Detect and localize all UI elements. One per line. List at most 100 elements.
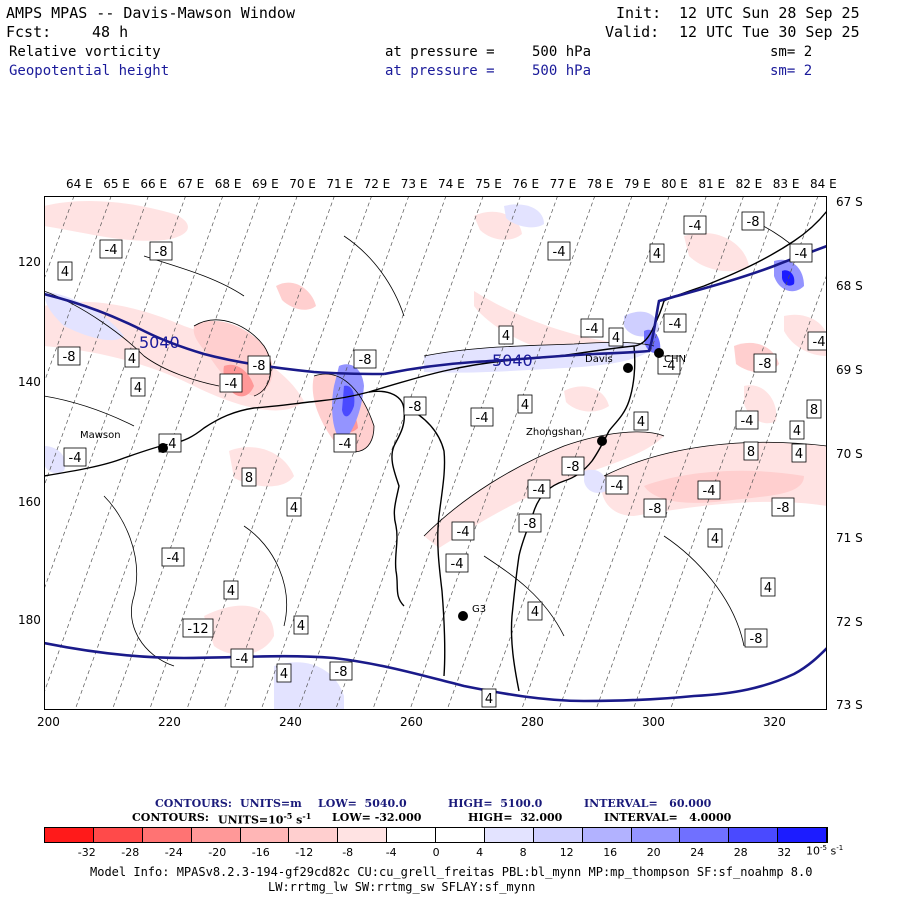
svg-text:-8: -8 [155, 245, 168, 260]
vorticity-contours-label: CONTOURS: [132, 811, 209, 824]
svg-text:-8: -8 [777, 501, 790, 516]
longitude-gridline [558, 196, 744, 710]
longitude-label: 78 E [586, 177, 614, 191]
longitude-label: 74 E [438, 177, 465, 191]
svg-text:-4: -4 [669, 317, 682, 332]
latitude-label: 67 S [836, 195, 863, 209]
svg-text:-4: -4 [813, 335, 826, 350]
vort-contour [343, 235, 405, 317]
svg-text:-8: -8 [750, 632, 763, 647]
vorticity-label: -8 [561, 456, 585, 476]
vorticity-label: -4 [333, 433, 357, 453]
svg-text:-8: -8 [747, 215, 760, 230]
vorticity-contours-interval: INTERVAL= 4.0000 [604, 811, 732, 824]
longitude-label: 76 E [512, 177, 540, 191]
station-davis: Davis [585, 354, 633, 373]
pos-region-zhong-south [584, 469, 607, 493]
svg-text:8: 8 [245, 471, 253, 486]
neg-region-west-core [193, 320, 273, 396]
vort-contour [603, 441, 827, 477]
longitude-gridline [44, 196, 186, 591]
vorticity-label: -4 [527, 479, 551, 499]
field2-level: 500 hPa [532, 63, 592, 79]
station-zhongshan: Zhongshan [526, 427, 607, 446]
svg-text:4: 4 [531, 605, 539, 620]
longitude-label: 64 E [66, 177, 93, 191]
svg-text:Mawson: Mawson [80, 430, 121, 441]
longitude-label: 73 E [400, 177, 428, 191]
map-frame [44, 196, 827, 710]
svg-text:-4: -4 [703, 484, 716, 499]
pos-region-north [504, 204, 544, 228]
vorticity-label: -8 [771, 497, 795, 517]
svg-text:-4: -4 [457, 525, 470, 540]
vort-contour [663, 535, 745, 647]
colorbar-tick-label: 20 [646, 846, 661, 859]
svg-text:4: 4 [290, 501, 298, 516]
pos-region-71e-core [342, 385, 355, 417]
forecast-hour: 48 h [92, 23, 129, 41]
field2-smoothing: sm= 2 [770, 63, 813, 79]
vorticity-contour-labels: -4 -8 4 -4 4 -8 -4 -8 4 -4 -8 4 -4 4 -4 -8 -4 4 -8 -4 4 -4 8 -4… [57, 211, 827, 708]
svg-text:-4: -4 [689, 219, 702, 234]
svg-text:4: 4 [61, 265, 69, 280]
svg-text:-4: -4 [451, 557, 464, 572]
vorticity-label: -8 [643, 498, 667, 518]
svg-text:4: 4 [485, 692, 493, 707]
height-contours-high: HIGH= 5100.0 [448, 797, 543, 810]
svg-text:-8: -8 [567, 460, 580, 475]
colorbar-tick-label: 8 [519, 846, 527, 859]
neg-region-83e [684, 232, 749, 272]
longitude-label: 68 E [214, 177, 242, 191]
vorticity-label: -4 [697, 480, 721, 500]
colorbar-tick-label: -4 [385, 846, 397, 859]
y-axis-tick-label: 180 [18, 613, 41, 627]
longitude-gridline [260, 196, 447, 710]
vorticity-shading [44, 200, 827, 710]
svg-text:-8: -8 [409, 400, 422, 415]
neg-region-sw [204, 605, 274, 655]
field1-name: Relative vorticity [9, 44, 161, 60]
colorbar-swatch [142, 828, 192, 842]
height-contour-label: 5040 [139, 333, 180, 352]
latitude-label: 72 S [836, 615, 863, 629]
field2-name: Geopotential height [9, 63, 170, 79]
longitude-gridline [74, 196, 261, 710]
vorticity-label: -4 [470, 407, 494, 427]
x-axis-tick-label: 280 [521, 715, 544, 729]
colorbar-tick-label: -32 [77, 846, 96, 859]
vort-contour [103, 495, 175, 667]
colorbar-swatch [484, 828, 534, 842]
svg-text:-8: -8 [253, 359, 266, 374]
colorbar-tick-label: -12 [295, 846, 314, 859]
svg-text:-4: -4 [69, 451, 82, 466]
vorticity-contours [44, 215, 827, 667]
x-axis-tick-label: 200 [37, 715, 60, 729]
vort-contour [423, 431, 665, 537]
amery-ice-shelf-edge [510, 345, 636, 692]
svg-text:-4: -4 [105, 243, 118, 258]
longitude-gridline [632, 196, 819, 710]
longitude-gridline [149, 196, 335, 710]
longitude-label: 79 E [624, 177, 651, 191]
forecast-label: Fcst: [6, 23, 52, 41]
height-contours-units: UNITS=m [240, 797, 302, 810]
vorticity-label: -4 [219, 373, 243, 393]
height-contour-labels: 5040 5040 [139, 333, 533, 370]
height-contour-label: 5040 [492, 351, 533, 370]
neg-region-ne-band [474, 291, 644, 358]
colorbar-swatch [93, 828, 143, 842]
svg-text:-8: -8 [759, 357, 772, 372]
vorticity-label: 4 [760, 577, 776, 597]
x-axis-tick-label: 320 [763, 715, 786, 729]
pos-region-west [44, 291, 124, 341]
vorticity-label: 4 [707, 528, 723, 548]
vorticity-label: 4 [517, 394, 533, 414]
svg-text:-4: -4 [533, 483, 546, 498]
longitude-gridline [111, 196, 298, 710]
colorbar-tick-label: -20 [208, 846, 227, 859]
latitude-label: 73 S [836, 698, 863, 712]
field1-level: 500 hPa [532, 44, 592, 60]
longitude-label: 81 E [698, 177, 726, 191]
vorticity-label: -4 [547, 241, 571, 261]
